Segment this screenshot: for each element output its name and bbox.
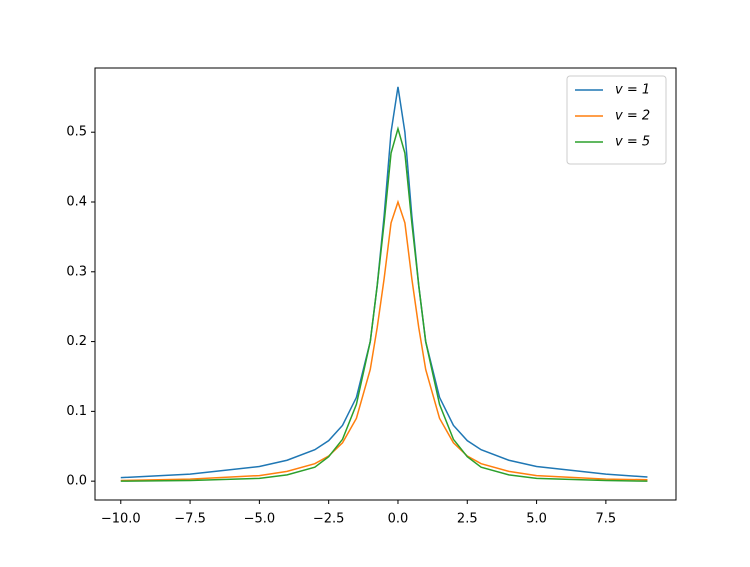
- series-line: [120, 86, 648, 479]
- x-tick-label: 2.5: [457, 512, 478, 527]
- x-tick-label: −5.0: [244, 512, 276, 527]
- x-tick-label: 0.0: [388, 512, 409, 527]
- legend-label: v = 5: [615, 135, 650, 150]
- series-line: [120, 125, 648, 482]
- y-tick-label: 0.0: [66, 474, 87, 489]
- x-tick-label: −10.0: [101, 512, 141, 527]
- y-tick-label: 0.4: [66, 194, 87, 209]
- x-tick-label: −7.5: [174, 512, 206, 527]
- x-tick-label: −2.5: [313, 512, 345, 527]
- y-tick-label: 0.3: [66, 264, 87, 279]
- series-line: [120, 199, 648, 482]
- legend-label: v = 1: [615, 83, 650, 98]
- y-tick-label: 0.2: [66, 334, 87, 349]
- x-tick-label: 5.0: [526, 512, 547, 527]
- x-tick-label: 7.5: [596, 512, 617, 527]
- y-tick-label: 0.1: [66, 404, 87, 419]
- y-tick-label: 0.5: [66, 125, 87, 140]
- legend-label: v = 2: [615, 109, 650, 124]
- plot-area: [94, 67, 677, 501]
